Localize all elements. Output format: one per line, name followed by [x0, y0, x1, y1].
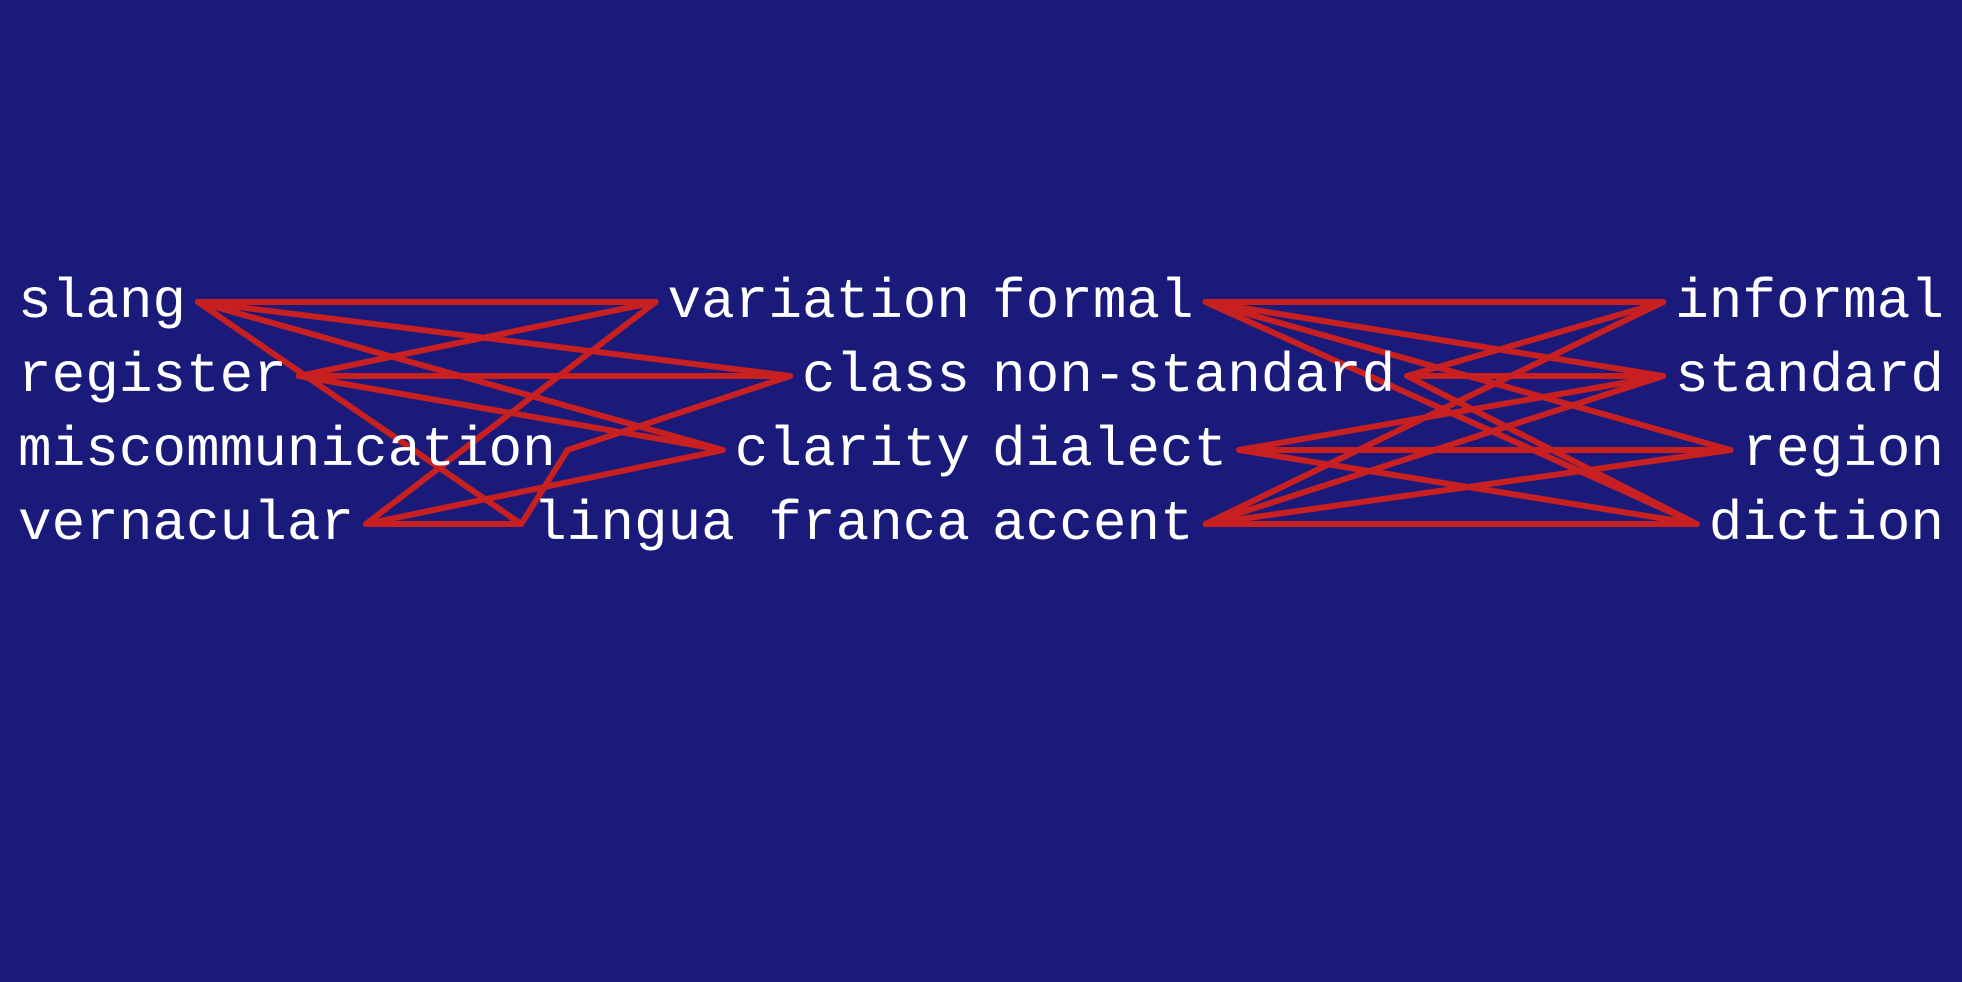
- word-right-L1: non-standard: [992, 344, 1395, 408]
- connection-line: [299, 302, 656, 376]
- word-left-L1: register: [18, 344, 287, 408]
- connection-line: [366, 302, 656, 524]
- word-right-R1: standard: [1675, 344, 1944, 408]
- word-right-R2: region: [1742, 418, 1944, 482]
- word-left-R2: clarity: [735, 418, 970, 482]
- word-right-R0: informal: [1675, 270, 1944, 334]
- word-right-R3: diction: [1709, 492, 1944, 556]
- word-right-L0: formal: [992, 270, 1194, 334]
- word-left-L0: slang: [18, 270, 186, 334]
- word-left-L3: vernacular: [18, 492, 354, 556]
- word-left-R3: lingua franca: [533, 492, 970, 556]
- word-right-L2: dialect: [992, 418, 1227, 482]
- word-left-L2: miscommunication: [18, 418, 556, 482]
- word-left-R0: variation: [668, 270, 970, 334]
- word-right-L3: accent: [992, 492, 1194, 556]
- word-left-R1: class: [802, 344, 970, 408]
- diagram-canvas: [0, 0, 1962, 982]
